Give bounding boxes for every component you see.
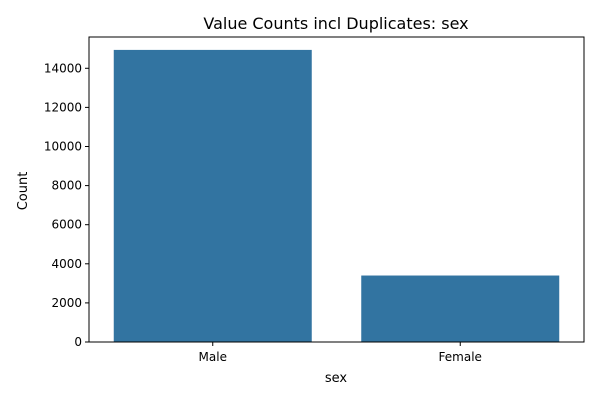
y-tick-label: 10000	[44, 139, 82, 153]
bar-female	[361, 275, 560, 342]
chart-title: Value Counts incl Duplicates: sex	[203, 14, 468, 33]
y-tick-label: 8000	[51, 179, 82, 193]
plot-frame	[88, 36, 585, 343]
x-axis: Male Female	[199, 342, 482, 364]
y-tick-label: 14000	[44, 61, 82, 75]
y-tick-label: 0	[74, 335, 82, 349]
y-tick-label: 2000	[51, 296, 82, 310]
y-tick-label: 4000	[51, 257, 82, 271]
y-tick-label: 12000	[44, 100, 82, 114]
y-axis: 0 2000 4000 6000 8000 10000 12000 14000	[44, 61, 89, 349]
bar-male	[113, 49, 312, 343]
y-tick-label: 6000	[51, 218, 82, 232]
x-tick-label: Female	[439, 350, 482, 364]
bars-group	[113, 49, 560, 343]
y-axis-label: Count	[16, 172, 31, 211]
x-tick-label: Male	[199, 350, 227, 364]
x-axis-label: sex	[325, 371, 348, 386]
